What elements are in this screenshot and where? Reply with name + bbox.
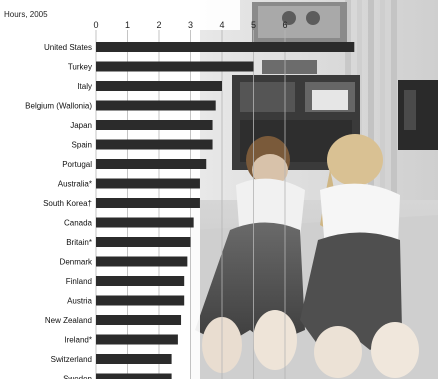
x-tick-label: 1: [125, 20, 130, 30]
category-labels: United States Turkey Italy Belgium (Walloni…: [25, 43, 93, 379]
bar: [96, 178, 200, 189]
bar: [96, 139, 213, 150]
category-label: South Korea†: [43, 199, 92, 208]
bar: [96, 217, 194, 228]
x-tick-label: 6: [282, 20, 287, 30]
x-tick-label: 2: [156, 20, 161, 30]
category-label: Spain: [72, 141, 92, 150]
bar: [96, 42, 355, 52]
bar: [96, 81, 222, 91]
bar: [96, 237, 191, 247]
bar: [96, 61, 254, 72]
category-label: Australia*: [58, 180, 92, 189]
category-label: Austria: [67, 297, 92, 306]
x-tick-label: 0: [93, 20, 98, 30]
x-tick-label: 3: [188, 20, 193, 30]
category-label: Portugal: [62, 160, 92, 169]
category-label: Britain*: [66, 238, 92, 247]
chart-title: Hours, 2005: [4, 10, 48, 19]
bar: [96, 315, 182, 325]
category-label: Belgium (Wallonia): [25, 102, 92, 111]
x-tick-label: 4: [219, 20, 224, 30]
category-label: Finland: [66, 277, 92, 286]
bar: [96, 276, 185, 286]
category-label: Switzerland: [51, 355, 92, 364]
bar: [96, 100, 216, 111]
girl-figure: [300, 134, 419, 378]
x-axis-ticks: 0 1 2 3 4 5 6: [93, 20, 287, 30]
x-tick-label: 5: [251, 20, 256, 30]
category-label: Italy: [77, 82, 92, 91]
category-label: Denmark: [60, 258, 93, 267]
bar: [96, 159, 207, 169]
category-label: Turkey: [68, 63, 92, 72]
category-label: Japan: [70, 121, 92, 130]
category-label: Ireland*: [64, 336, 92, 345]
boy-figure: [195, 136, 305, 373]
category-label: United States: [44, 43, 92, 52]
bar: [96, 295, 185, 306]
category-label: Sweden: [63, 375, 92, 379]
bar: [96, 198, 200, 208]
bar: [96, 334, 178, 345]
bar: [96, 354, 172, 364]
bar: [96, 373, 172, 379]
bar: [96, 120, 213, 130]
bar: [96, 256, 188, 267]
bars: [96, 42, 355, 379]
category-label: New Zealand: [45, 316, 92, 325]
category-label: Canada: [64, 219, 93, 228]
